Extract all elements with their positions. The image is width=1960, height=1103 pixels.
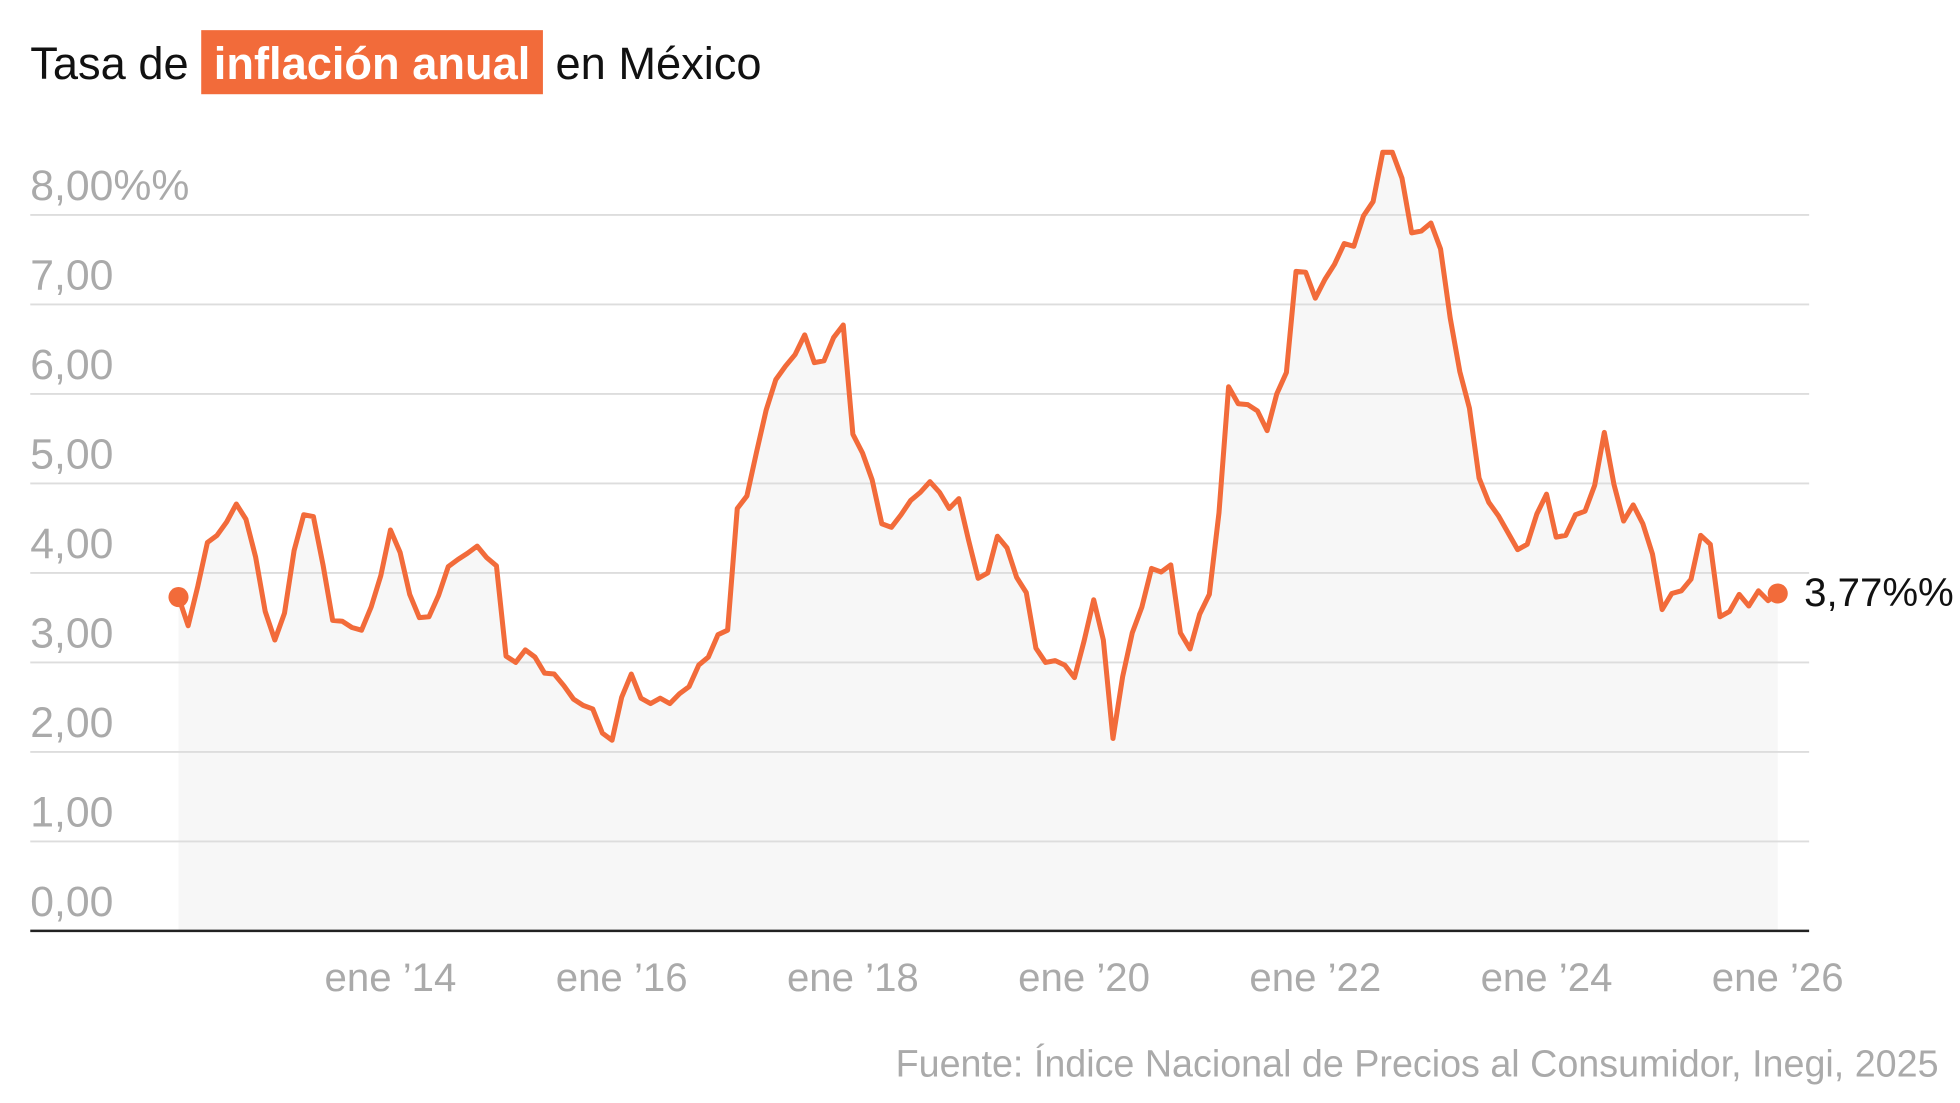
area [178,152,1778,931]
end-point [1767,583,1788,604]
end-label: 3,77%% [1804,570,1954,615]
y-tick-label: 1,00 [30,788,113,836]
plot: 0,00 1,00 2,00 3,00 4,00 5,00 6,00 7,00 8,00%% en… [30,149,1954,1000]
y-tick-label: 6,00 [30,341,113,389]
y-tick-label: 3,00 [30,609,113,657]
x-tick-label: ene ’20 [1018,955,1150,1000]
title-text: Tasa de [30,38,188,89]
x-tick-label: ene ’24 [1481,955,1613,1000]
x-tick-label: ene ’16 [556,955,688,1000]
y-tick-label: 2,00 [30,699,113,747]
y-tick-label: 0,00 [30,878,113,926]
title: Tasa de inflación anual en México [30,30,762,95]
title-highlight: inflación anual [214,38,531,89]
x-tick-label: ene ’22 [1249,955,1381,1000]
end-point [168,587,189,608]
y-tick-label: 4,00 [30,520,113,568]
x-tick-label: ene ’14 [325,955,457,1000]
y-tick-label: 5,00 [30,430,113,478]
source: Fuente: Índice Nacional de Precios al Co… [896,1043,1939,1085]
y-tick-label: 7,00 [30,251,113,299]
x-tick-label: ene ’26 [1712,955,1844,1000]
y-tick-label: 8,00%% [30,162,189,210]
title-highlight-box [201,30,543,95]
x-tick-label: ene ’18 [787,955,919,1000]
line [176,149,1780,743]
title-text: en México [555,38,761,89]
